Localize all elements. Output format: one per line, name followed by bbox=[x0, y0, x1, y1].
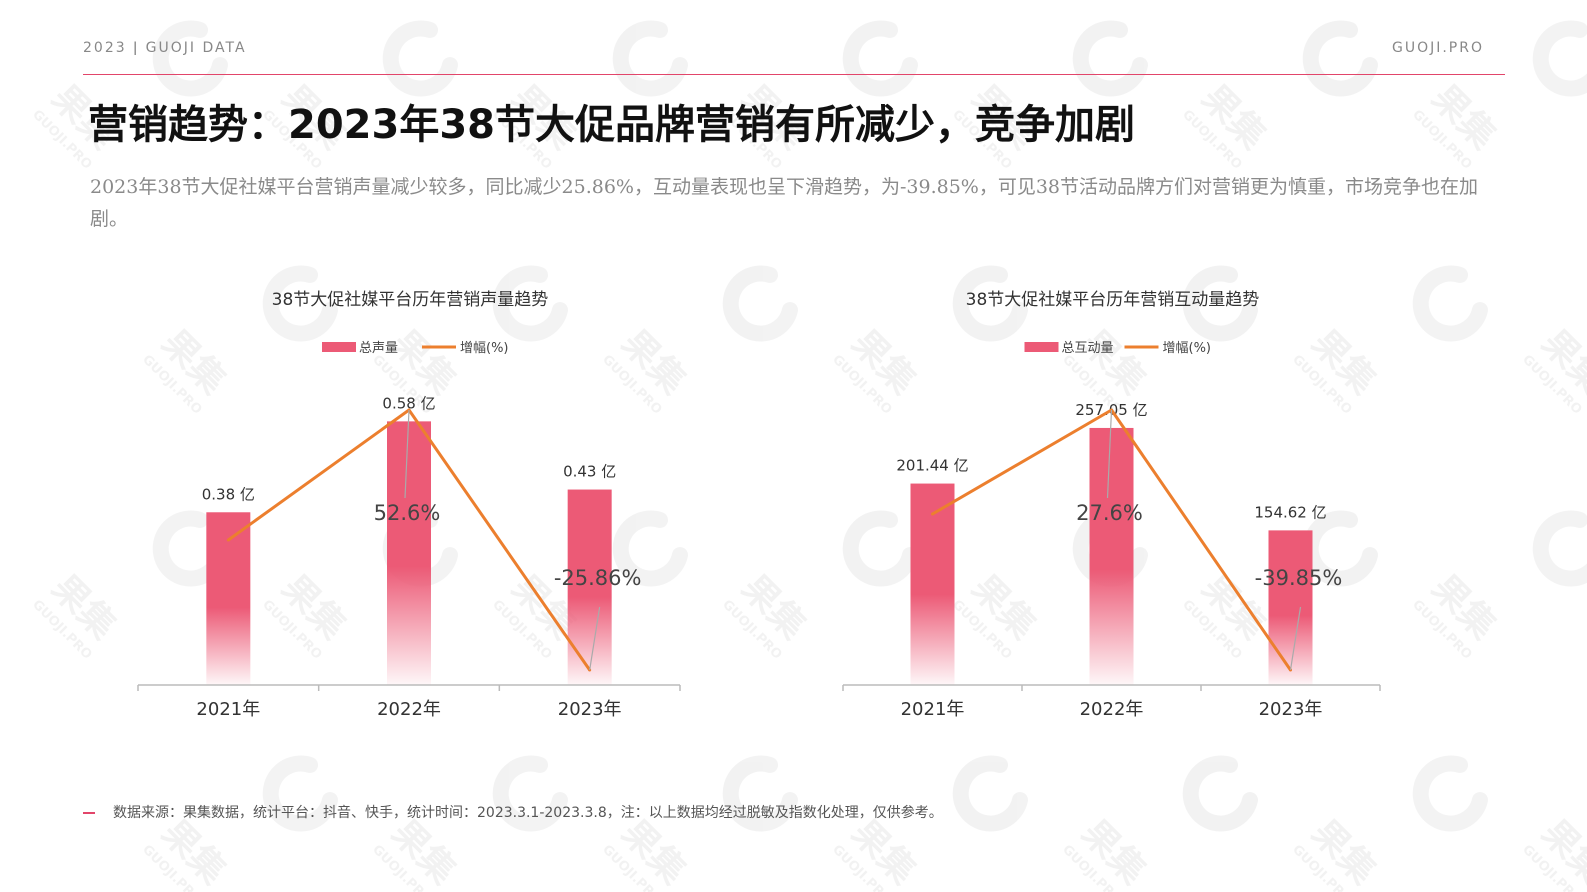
watermark-brand-cn: 果集 bbox=[1534, 812, 1587, 892]
growth-value-label: 27.6% bbox=[1076, 501, 1143, 525]
footer-source: 数据来源：果集数据，统计平台：抖音、快手，统计时间：2023.3.1-2023.… bbox=[113, 805, 943, 821]
watermark-brand-en: GUOJI.PRO bbox=[1289, 842, 1354, 892]
watermark-brand-en: GUOJI.PRO bbox=[369, 842, 434, 892]
watermark-brand-en: GUOJI.PRO bbox=[1519, 842, 1584, 892]
legend-line-label: 增幅(%) bbox=[460, 341, 509, 356]
legend-bar-swatch bbox=[1024, 342, 1059, 352]
watermark-brand-en: GUOJI.PRO bbox=[1519, 352, 1584, 417]
growth-label-leader bbox=[404, 409, 410, 499]
watermark-logo-icon bbox=[952, 755, 1028, 832]
header-right-text: GUOJI.PRO bbox=[1391, 40, 1484, 56]
page-subtitle: 2023年38节大促社媒平台营销声量减少较多，同比减少25.86%，互动量表现也… bbox=[90, 176, 1479, 230]
header-divider bbox=[83, 74, 1505, 75]
watermark-logo-icon bbox=[1412, 265, 1488, 342]
watermark-brand-cn: 果集 bbox=[1534, 322, 1587, 402]
growth-label-leader bbox=[1106, 409, 1113, 499]
watermark-brand-cn: 果集 bbox=[1194, 77, 1274, 157]
bar bbox=[1089, 427, 1134, 685]
watermark-brand-cn: 果集 bbox=[1424, 567, 1504, 647]
legend-line-label: 增幅(%) bbox=[1163, 341, 1212, 356]
watermark-brand-cn: 果集 bbox=[384, 812, 464, 892]
x-tick-label: 2021年 bbox=[901, 699, 965, 720]
watermark-brand-cn: 果集 bbox=[614, 812, 694, 892]
watermark-brand-en: GUOJI.PRO bbox=[719, 597, 784, 662]
watermark-logo-icon bbox=[1072, 20, 1148, 97]
growth-point bbox=[588, 668, 592, 672]
watermark-brand-cn: 果集 bbox=[1074, 812, 1154, 892]
x-tick-label: 2023年 bbox=[1259, 699, 1323, 720]
bar-value-label: 0.43 亿 bbox=[563, 463, 616, 481]
x-tick-label: 2022年 bbox=[377, 699, 441, 720]
watermark-logo-icon bbox=[1302, 20, 1378, 97]
growth-point bbox=[931, 512, 934, 516]
bar-value-label: 0.38 亿 bbox=[202, 485, 255, 503]
watermark-logo-icon bbox=[1532, 20, 1587, 97]
footer-accent-dash bbox=[83, 812, 95, 814]
watermark-logo-icon bbox=[722, 265, 798, 342]
page-title: 营销趋势：2023年38节大促品牌营销有所减少，竞争加剧 bbox=[88, 102, 1135, 148]
watermark-logo-icon bbox=[842, 20, 918, 97]
watermark-logo-icon bbox=[612, 20, 688, 97]
bar bbox=[910, 483, 955, 685]
legend-bar-label: 总声量 bbox=[359, 341, 398, 356]
growth-label-leader bbox=[1289, 606, 1302, 671]
x-tick-label: 2021年 bbox=[196, 699, 260, 720]
watermark-brand-en: GUOJI.PRO bbox=[599, 842, 664, 892]
legend-bar-label: 总互动量 bbox=[1062, 341, 1114, 356]
chart-title: 38节大促社媒平台历年营销互动量趋势 bbox=[966, 290, 1260, 310]
header-left-text: 2023 ǀ GUOJI DATA bbox=[83, 40, 247, 56]
watermark-brand-en: GUOJI.PRO bbox=[1409, 107, 1474, 172]
watermark-brand-cn: 果集 bbox=[1304, 812, 1384, 892]
growth-point bbox=[226, 538, 230, 542]
watermark-brand-en: GUOJI.PRO bbox=[1179, 107, 1244, 172]
watermark-brand-en: GUOJI.PRO bbox=[829, 842, 894, 892]
watermark-brand-en: GUOJI.PRO bbox=[1409, 597, 1474, 662]
bar bbox=[567, 489, 612, 685]
chart-interaction: 38节大促社媒平台历年营销互动量趋势 总互动量 增幅(%) 201.44 亿 257.0… bbox=[825, 280, 1400, 730]
legend-bar-swatch bbox=[322, 342, 356, 352]
x-tick-label: 2023年 bbox=[558, 699, 622, 720]
bar-value-label: 0.58 亿 bbox=[382, 394, 435, 412]
watermark-brand-cn: 果集 bbox=[844, 812, 924, 892]
watermark-brand-en: GUOJI.PRO bbox=[29, 597, 94, 662]
watermark-brand-cn: 果集 bbox=[44, 567, 124, 647]
watermark-brand-cn: 果集 bbox=[1424, 77, 1504, 157]
growth-label-leader bbox=[589, 606, 601, 671]
watermark-brand-cn: 果集 bbox=[734, 567, 814, 647]
chart-title: 38节大促社媒平台历年营销声量趋势 bbox=[272, 290, 549, 310]
bar bbox=[1268, 530, 1313, 685]
watermark-logo-icon bbox=[1412, 755, 1488, 832]
watermark-logo-icon bbox=[1182, 755, 1258, 832]
growth-value-label: -25.86% bbox=[554, 566, 642, 590]
growth-value-label: 52.6% bbox=[374, 501, 441, 525]
bar-value-label: 154.62 亿 bbox=[1254, 503, 1326, 521]
watermark-logo-icon bbox=[382, 20, 458, 97]
watermark-logo-icon bbox=[1532, 510, 1587, 587]
watermark-logo-icon bbox=[152, 20, 228, 97]
watermark-brand-cn: 果集 bbox=[154, 812, 234, 892]
watermark-brand-en: GUOJI.PRO bbox=[1059, 842, 1124, 892]
watermark-brand-en: GUOJI.PRO bbox=[139, 842, 204, 892]
bar-value-label: 201.44 亿 bbox=[896, 457, 968, 475]
watermark-brand-en: GUOJI.PRO bbox=[29, 107, 94, 172]
bar bbox=[387, 421, 431, 685]
growth-value-label: -39.85% bbox=[1255, 566, 1343, 590]
chart-volume: 38节大促社媒平台历年营销声量趋势总声量 增幅(%) 0.38 亿 0.58 亿 0.4… bbox=[120, 280, 700, 730]
x-tick-label: 2022年 bbox=[1080, 699, 1144, 720]
